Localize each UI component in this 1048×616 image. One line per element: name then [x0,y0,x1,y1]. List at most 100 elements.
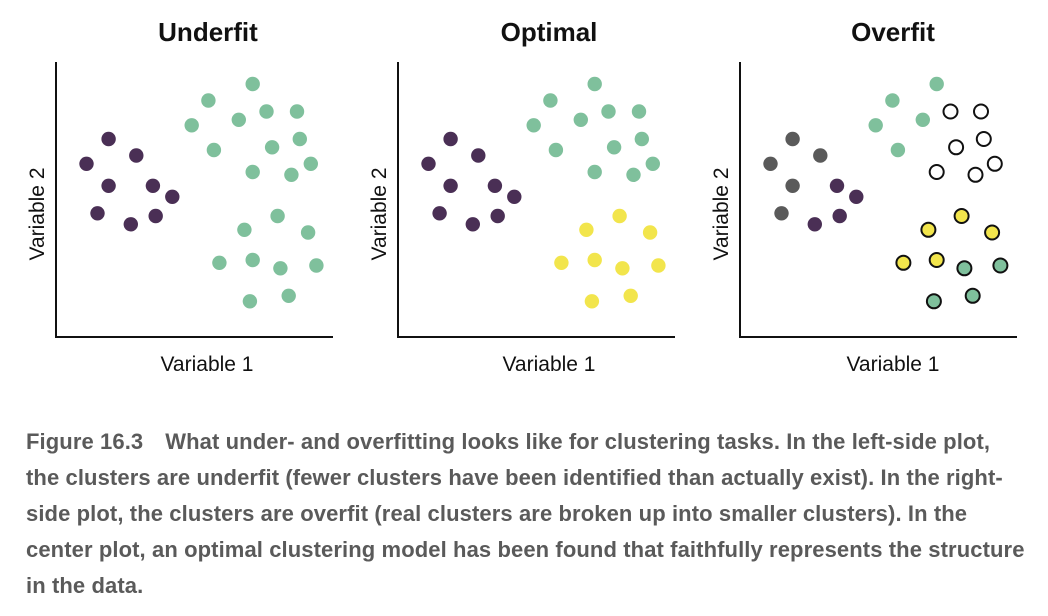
data-point-green [300,225,316,240]
data-point-purple [148,208,163,224]
data-point-white [948,139,965,156]
data-point-purple [507,189,522,204]
figure-number: Figure 16.3 [26,429,144,454]
data-point-green [212,255,227,270]
data-point-gray [785,131,800,147]
data-point-purple [807,217,822,232]
data-point-green [231,112,246,128]
figure-caption: Figure 16.3 What under- and overfitting l… [26,424,1026,604]
panel-underfit: Underfit Variable 1 Variable 2 [26,17,333,376]
data-point-purple [487,178,503,193]
data-point-purple [79,156,94,171]
data-point-green [925,293,942,310]
caption-text: What under- and overfitting looks like f… [26,429,1025,598]
data-point-white [928,164,945,180]
data-point-yellow [612,208,627,224]
data-point-yellow [651,258,666,273]
data-point-green [259,104,274,119]
data-point-green [289,104,305,119]
data-point-white [973,103,989,120]
data-point-green [587,164,602,180]
x-axis-label: Variable 1 [160,353,253,376]
data-point-purple [101,131,116,147]
data-point-yellow [953,208,970,224]
points-layer [79,76,324,309]
data-point-green [237,222,252,237]
data-point-gray [785,178,800,193]
data-point-yellow [623,288,638,303]
data-point-green [548,142,564,158]
data-point-green [601,104,616,119]
data-point-purple [849,189,864,204]
data-point-purple [129,148,144,163]
data-point-purple [832,208,847,224]
data-point-yellow [587,252,602,268]
data-point-green [868,118,883,133]
data-point-green [526,118,541,133]
data-point-yellow [615,261,630,276]
data-point-green [184,118,199,133]
data-point-white [942,103,959,120]
panel-title: Overfit [851,17,935,47]
data-point-yellow [984,224,1001,241]
data-point-green [303,156,318,171]
axis-lines [739,62,1017,338]
data-point-green [264,140,280,155]
data-point-yellow [895,254,912,271]
y-axis-label: Variable 2 [26,167,49,260]
data-point-green [281,288,296,303]
data-point-yellow [554,255,569,270]
panel-optimal: Optimal Variable 1 Variable 2 [368,17,675,376]
data-point-purple [165,189,180,204]
data-point-green [964,287,981,304]
panel-overfit: Overfit Variable 1 Variable 2 [710,17,1017,376]
data-point-white [986,155,1003,172]
data-point-green [292,131,307,147]
data-point-purple [90,206,105,221]
y-axis-label: Variable 2 [710,167,733,260]
data-point-green [245,164,260,180]
data-point-green [626,167,641,182]
data-point-green [309,258,324,273]
data-point-purple [490,208,505,224]
panel-title: Optimal [501,17,598,47]
data-point-green [245,76,260,92]
x-axis-label: Variable 1 [846,353,939,376]
data-point-green [206,142,222,158]
points-layer [421,76,666,309]
data-point-purple [471,148,486,163]
data-point-green [270,208,285,224]
data-point-green [885,93,900,108]
data-point-yellow [579,222,594,237]
clustering-figure: Underfit Variable 1 Variable 2 Optimal V… [26,17,1017,376]
data-point-green [587,76,602,92]
data-point-purple [465,217,480,232]
data-point-green [573,112,588,128]
data-point-white [967,166,984,183]
data-point-green [634,131,649,147]
data-point-green [606,140,622,155]
data-point-gray [763,156,778,171]
points-layer [763,76,1009,310]
data-point-green [245,252,260,268]
data-point-yellow [584,294,600,309]
data-point-purple [443,178,458,193]
data-point-green [956,260,973,277]
axis-lines [55,62,333,338]
data-point-green [543,93,558,108]
data-point-gray [813,148,828,163]
panel-title: Underfit [158,17,258,47]
data-point-white [975,131,992,147]
data-point-yellow [642,225,658,240]
data-point-green [273,261,288,276]
data-point-purple [145,178,161,193]
data-point-yellow [920,221,937,238]
data-point-green [992,257,1009,274]
data-point-green [915,112,930,128]
data-point-green [284,167,299,182]
data-point-purple [829,178,845,193]
data-point-purple [421,156,436,171]
data-point-green [890,142,906,158]
data-point-purple [101,178,116,193]
data-point-gray [774,206,789,221]
